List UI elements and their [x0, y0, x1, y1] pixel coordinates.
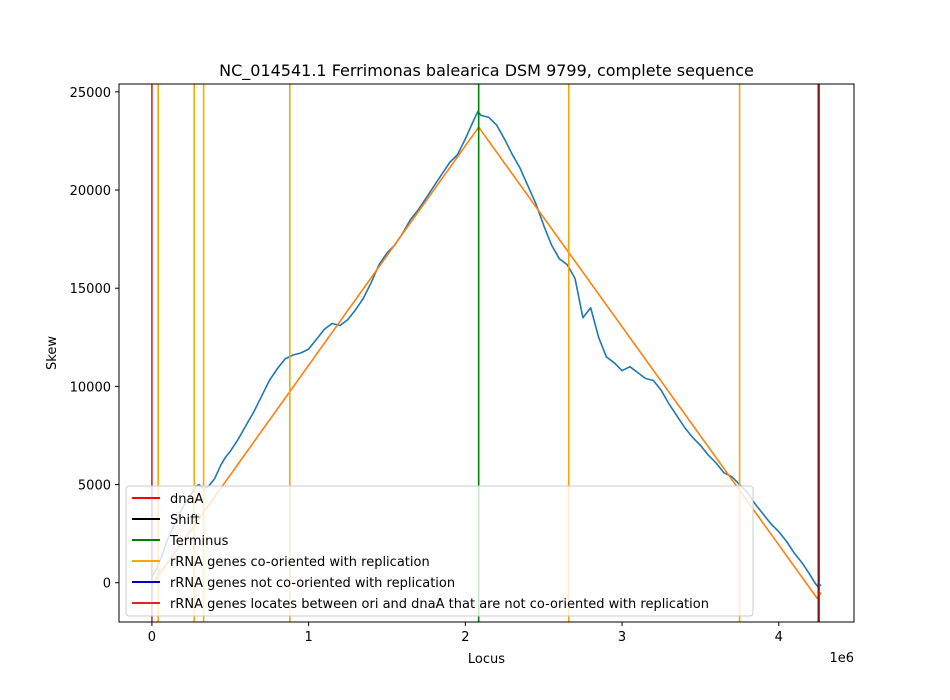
legend-label: rRNA genes not co-oriented with replicat…: [170, 576, 455, 591]
y-tick-label: 15000: [70, 282, 111, 297]
x-tick-label: 3: [618, 630, 626, 645]
y-axis-label: Skew: [45, 336, 60, 370]
x-tick-label: 0: [148, 630, 156, 645]
x-tick-label: 2: [461, 630, 469, 645]
y-tick-label: 0: [103, 577, 111, 592]
legend-label: Terminus: [169, 534, 229, 549]
x-axis-label: Locus: [468, 652, 505, 667]
legend-label: Shift: [170, 513, 200, 528]
y-tick-label: 5000: [78, 479, 111, 494]
x-tick-label: 1: [304, 630, 312, 645]
axis-ticks: 0 1 2 3 4 0 5000 10000 15000 20000 25000: [70, 86, 783, 645]
legend-label: rRNA genes co-oriented with replication: [170, 555, 430, 570]
y-tick-label: 20000: [70, 184, 111, 199]
plot-frame: [118, 83, 855, 623]
legend: dnaA Shift Terminus rRNA genes co-oriented …: [125, 485, 754, 617]
legend-label: dnaA: [170, 492, 203, 507]
y-tick-label: 25000: [70, 86, 111, 101]
legend-label: rRNA genes locates between ori and dnaA …: [170, 597, 709, 612]
y-tick-label: 10000: [70, 380, 111, 395]
x-tick-label: 4: [775, 630, 783, 645]
x-axis-offset-label: 1e6: [829, 651, 854, 666]
legend-box: [125, 485, 754, 617]
chart-title: NC_014541.1 Ferrimonas balearica DSM 979…: [219, 61, 754, 81]
